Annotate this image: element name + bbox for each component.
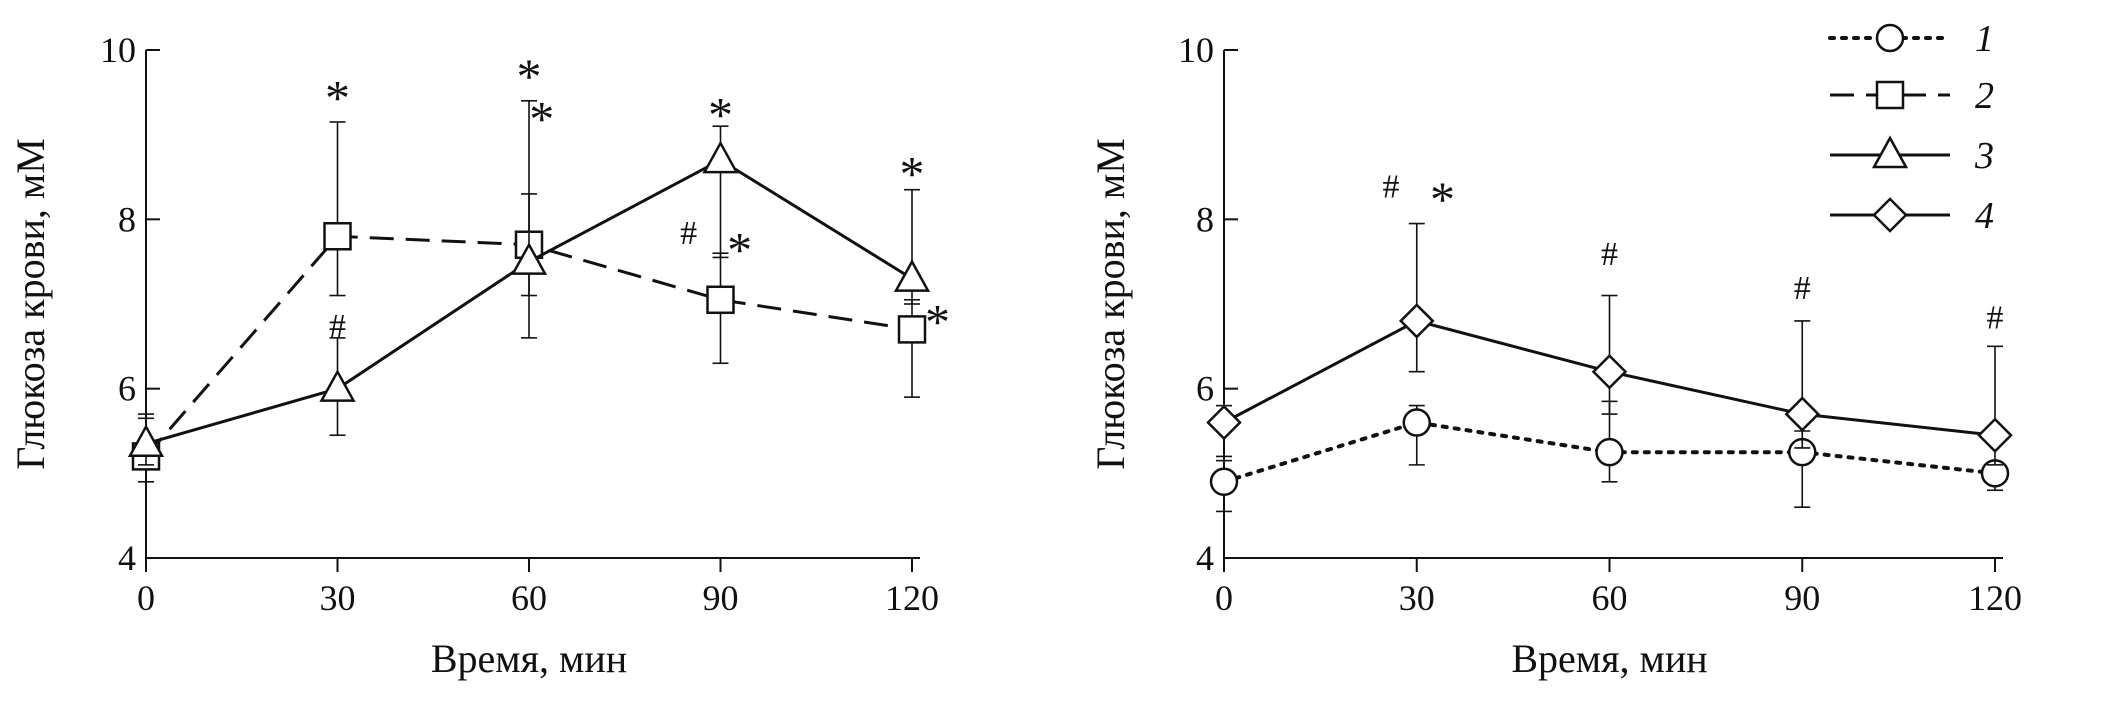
significance-hash: #: [1987, 300, 2004, 337]
y-tick-label: 4: [118, 538, 136, 578]
data-point-diamond: [1398, 303, 1435, 339]
y-axis-label: Глюкоза крови, мМ: [8, 138, 53, 470]
significance-star: *: [529, 91, 554, 147]
data-point-triangle: [127, 424, 165, 457]
x-axis-label: Время, мин: [431, 636, 627, 681]
data-point-square: [323, 222, 352, 251]
x-tick-label: 60: [1592, 578, 1628, 618]
x-tick-label: 120: [1968, 578, 2022, 618]
x-tick-label: 120: [885, 578, 939, 618]
x-tick-label: 90: [703, 578, 739, 618]
y-tick-label: 10: [100, 30, 136, 70]
data-point-triangle: [319, 369, 356, 402]
data-point-square: [897, 315, 927, 344]
y-tick-label: 10: [1178, 30, 1214, 70]
significance-star: *: [1430, 171, 1455, 227]
legend-label: 3: [1974, 135, 1994, 177]
significance-star: *: [925, 294, 950, 350]
significance-hash: #: [329, 308, 346, 345]
legend-label: 4: [1975, 195, 1994, 237]
chart-panel-1: 0 30 60 90 120 4 6 8 10 Время, мин Глюкоза крови, …: [8, 30, 950, 681]
significance-star: *: [708, 86, 733, 142]
y-tick-label: 8: [1196, 199, 1214, 239]
data-point-square: [706, 285, 735, 315]
series-3: [127, 125, 931, 466]
x-tick-label: 0: [1215, 578, 1233, 618]
data-point-circle: [1209, 467, 1239, 497]
chart-panel-2: 0 30 60 90 120 4 6 8 10 Время, мин Глюкоза крови, …: [1088, 18, 2022, 681]
data-point-circle: [1595, 437, 1624, 467]
data-point-diamond: [1977, 417, 2013, 454]
series-1: [1209, 400, 2010, 513]
significance-hash: #: [1383, 168, 1400, 205]
significance-hash: #: [1794, 270, 1811, 307]
legend-marker-triangle: [1871, 135, 1909, 169]
legend-label: 1: [1975, 18, 1994, 60]
data-point-circle: [1402, 408, 1431, 437]
significance-star: *: [727, 222, 752, 278]
y-tick-label: 4: [1196, 538, 1214, 578]
data-point-triangle: [702, 140, 739, 174]
legend-marker-diamond: [1872, 197, 1908, 233]
x-tick-label: 60: [511, 578, 547, 618]
x-tick-label: 0: [137, 578, 155, 618]
significance-star: *: [325, 69, 350, 125]
x-axis-label: Время, мин: [1511, 636, 1707, 681]
series-4: [1206, 222, 2013, 466]
significance-hash: #: [680, 215, 697, 252]
legend-marker-square: [1875, 80, 1905, 110]
x-tick-label: 30: [1399, 578, 1435, 618]
y-tick-label: 8: [118, 199, 136, 239]
legend-marker-circle: [1875, 23, 1905, 53]
x-tick-label: 90: [1784, 578, 1820, 618]
data-point-diamond: [1206, 404, 1242, 441]
significance-hash: #: [1601, 236, 1618, 273]
data-point-diamond: [1784, 396, 1821, 432]
significance-star: *: [900, 146, 925, 202]
legend-label: 2: [1975, 75, 1994, 117]
data-point-triangle: [510, 242, 548, 275]
legend: 1 2 3 4: [1828, 18, 1994, 237]
y-tick-label: 6: [1196, 369, 1214, 409]
significance-star: *: [517, 48, 542, 104]
data-point-triangle: [893, 259, 931, 292]
y-tick-label: 6: [118, 369, 136, 409]
data-point-diamond: [1591, 353, 1628, 390]
x-tick-label: 30: [320, 578, 356, 618]
y-axis-label: Глюкоза крови, мМ: [1088, 138, 1133, 470]
